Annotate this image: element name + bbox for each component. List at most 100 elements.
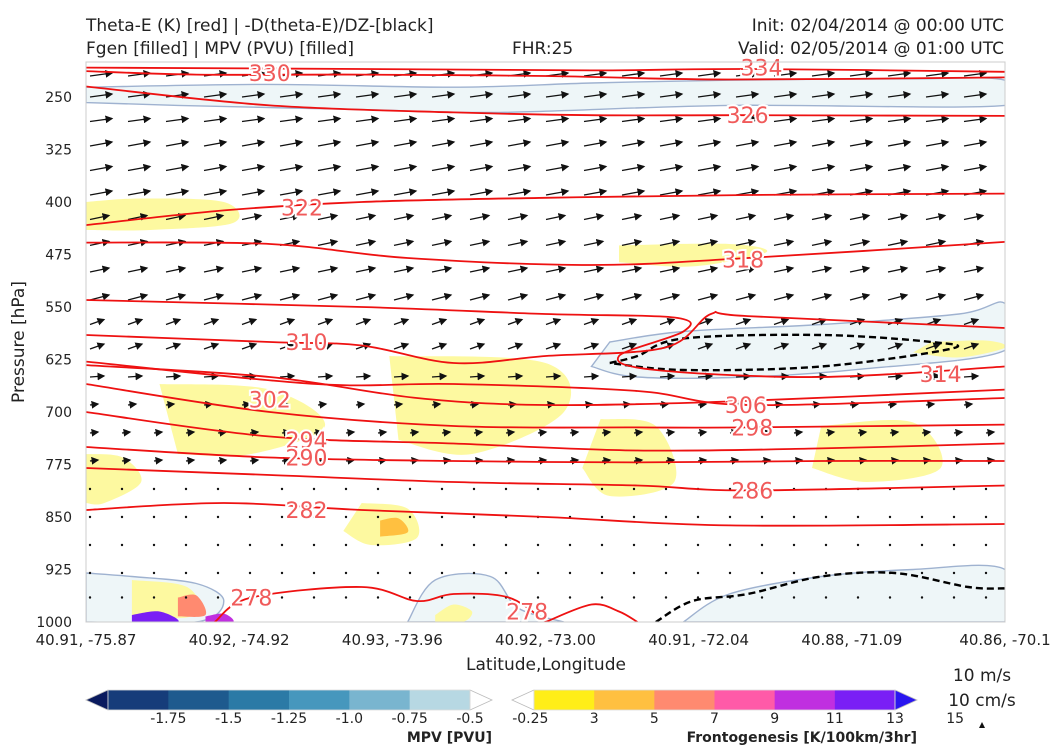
wind-vector — [621, 265, 643, 274]
fhr-label: FHR:25 — [512, 39, 573, 59]
wind-vector — [697, 372, 714, 381]
wind-vector — [887, 342, 904, 350]
wind-vector — [811, 70, 836, 78]
wind-vector — [583, 163, 608, 172]
wind-vector — [773, 70, 798, 78]
wind-vector — [355, 91, 380, 99]
wind-vector — [165, 163, 190, 172]
theta-e-label: 294 — [286, 429, 328, 454]
wind-vector — [697, 238, 719, 247]
wind-vector — [583, 115, 608, 124]
wind-vector — [165, 318, 182, 326]
wind-vector — [735, 115, 760, 124]
wind-vector — [317, 115, 342, 124]
wind-vector — [920, 515, 924, 519]
wind-vector — [664, 543, 668, 547]
wind-vector — [925, 400, 936, 409]
wind-vector — [507, 318, 524, 326]
wind-vector — [536, 543, 540, 547]
wind-vector — [621, 91, 646, 99]
mpv-colorbar-tick: -1.75 — [150, 711, 186, 727]
wind-vector — [431, 342, 448, 350]
wind-vector — [773, 115, 798, 124]
fgen-colorbar-tick: 3 — [590, 711, 599, 727]
mpv-colorbar-frame — [107, 689, 471, 711]
wind-vector — [504, 543, 508, 547]
theta-e-contour — [86, 70, 1005, 81]
wind-vector — [659, 115, 684, 124]
theta-e-contour — [86, 502, 1005, 527]
wind-vector — [849, 70, 874, 78]
wind-vector — [925, 372, 942, 381]
wind-vector — [355, 318, 372, 326]
wind-vector — [89, 115, 114, 124]
wind-vector — [792, 543, 796, 547]
wind-vector — [312, 596, 316, 599]
wind-vector — [729, 428, 740, 437]
wind-vector — [545, 188, 570, 196]
wind-vector — [127, 265, 149, 274]
theta-e-contour — [86, 411, 1005, 452]
wind-vector — [280, 487, 284, 491]
wind-vector — [355, 265, 377, 274]
wind-vector — [469, 213, 491, 221]
wind-vector — [355, 163, 380, 172]
wind-vector — [89, 139, 114, 147]
wind-vector — [317, 213, 339, 221]
wind-vector — [696, 515, 700, 519]
wind-vector — [887, 318, 904, 326]
wind-vector — [773, 213, 795, 221]
fill-region — [131, 611, 179, 622]
wind-vector — [963, 115, 988, 124]
wind-vector — [469, 238, 491, 247]
wind-vector — [317, 400, 328, 409]
wind-vector — [216, 596, 220, 599]
wind-vector — [121, 428, 132, 437]
wind-vector — [355, 292, 377, 301]
wind-vector — [377, 428, 388, 437]
theta-e-label: 326 — [727, 104, 769, 129]
wind-vector — [925, 238, 947, 247]
wind-vector — [431, 372, 448, 381]
wind-vector — [632, 571, 636, 575]
theta-e-label: 334 — [740, 57, 782, 82]
wind-vector — [165, 115, 190, 124]
wind-vector — [241, 115, 266, 124]
wind-vector — [88, 487, 92, 491]
mpv-colorbar-segment — [228, 690, 290, 710]
wind-vector — [89, 91, 114, 99]
title-line1: Theta-E (K) [red] | -D(theta-E)/DZ-[blac… — [85, 16, 434, 36]
wind-vector — [963, 342, 980, 350]
theta-e-label: 278 — [506, 601, 548, 626]
wind-vector — [279, 265, 301, 274]
wind-vector — [887, 292, 909, 301]
wind-vector — [393, 372, 410, 381]
wind-vector — [545, 139, 570, 147]
wind-vector — [185, 456, 196, 465]
wind-vector — [773, 318, 790, 326]
wind-vector — [216, 487, 220, 491]
fgen-colorbar-tick: 15 — [946, 711, 964, 727]
wind-vector — [248, 543, 252, 547]
wind-vector — [507, 342, 524, 350]
wind-vector — [984, 596, 988, 599]
wind-vector — [431, 292, 453, 301]
x-tick-label: 40.92, -74.92 — [189, 631, 290, 649]
wind-vector — [665, 428, 676, 437]
wind-vector — [920, 487, 924, 491]
wind-vector — [431, 188, 456, 196]
wind-vector — [659, 139, 684, 147]
wind-vector — [728, 515, 732, 519]
theta-e-contour — [545, 603, 638, 622]
wind-vector — [440, 515, 444, 519]
wind-vector — [735, 265, 757, 274]
wind-vector — [120, 571, 124, 575]
wind-vector — [925, 163, 950, 172]
wind-vector — [856, 543, 860, 547]
wind-vector — [248, 487, 252, 491]
fill-region — [619, 243, 768, 267]
y-tick-label: 400 — [45, 195, 72, 211]
wind-vector — [925, 91, 950, 99]
x-tick-label: 40.92, -73.00 — [495, 631, 596, 649]
